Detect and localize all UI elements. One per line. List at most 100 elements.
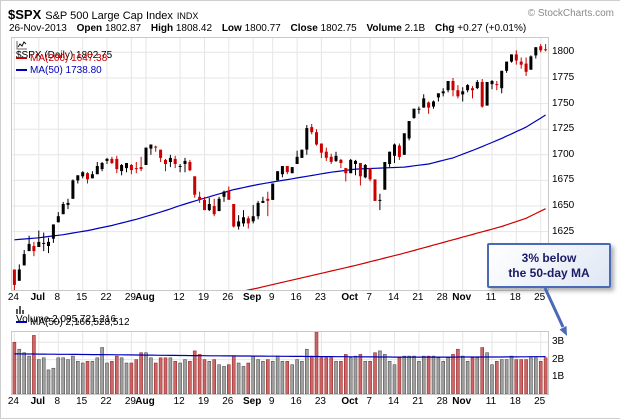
x-axis-label: Aug bbox=[135, 292, 155, 303]
volume-y-axis-label: 1B bbox=[552, 370, 565, 382]
quote-close: Close 1802.75 bbox=[291, 23, 357, 34]
x-axis-label: 28 bbox=[436, 292, 448, 303]
quote-chg: Chg +0.27 (+0.01%) bbox=[435, 23, 526, 34]
x-axis-label: 7 bbox=[366, 292, 372, 303]
quote-label: Low bbox=[221, 23, 242, 34]
quote-label: Close bbox=[290, 23, 318, 34]
volume-bars-icon bbox=[16, 306, 24, 314]
annotation-line1: 3% below bbox=[521, 250, 577, 265]
copyright: © StockCharts.com bbox=[527, 8, 614, 19]
x-axis-label: 14 bbox=[387, 396, 400, 407]
price-y-axis-label: 1625 bbox=[552, 225, 575, 237]
volume-y-axis-label: 3B bbox=[552, 336, 565, 348]
annotation-line2: the 50-day MA bbox=[508, 265, 590, 280]
volume-y-axis-label: 2B bbox=[552, 353, 565, 365]
quote-value: 1802.87 bbox=[104, 23, 142, 34]
x-axis-label: 16 bbox=[290, 292, 302, 303]
quote-high: High 1808.42 bbox=[151, 23, 212, 34]
x-axis-label: 14 bbox=[387, 292, 400, 303]
volume-legend: Volume 2,095,721,216 bbox=[16, 305, 116, 325]
chart-header: $SPX S&P 500 Large Cap Index INDX bbox=[8, 6, 198, 24]
annotation-arrow bbox=[543, 287, 567, 336]
x-axis-label: 19 bbox=[197, 396, 210, 407]
x-axis-label: 7 bbox=[366, 396, 372, 407]
ma200-swatch-icon bbox=[16, 57, 27, 59]
x-axis-label: 29 bbox=[124, 396, 136, 407]
annotation-callout: 3% below the 50-day MA bbox=[487, 243, 611, 288]
x-axis-label: 25 bbox=[534, 396, 546, 407]
x-axis-label: 23 bbox=[314, 292, 326, 303]
volume-x-axis: 24 Jul 8 15 22 29 Aug 12 19 26 Sep 9 16 23 Oct 7 14 21 28 N… bbox=[8, 396, 547, 408]
x-axis-label: 16 bbox=[290, 396, 302, 407]
x-axis-label: 24 bbox=[7, 396, 19, 407]
ma200-line bbox=[245, 208, 546, 290]
price-x-axis: 24 Jul 8 15 22 29 Aug 12 19 26 Sep 9 16 23 Oct 7 14 21 28 N… bbox=[8, 292, 547, 304]
x-axis-label: 11 bbox=[485, 396, 497, 407]
volume-pane bbox=[11, 331, 549, 395]
ma50-legend-label: MA(50) 1738.80 bbox=[30, 65, 102, 76]
ma200-legend-label: MA(200) 1647.38 bbox=[30, 53, 108, 64]
quote-date: 26-Nov-2013 bbox=[9, 23, 67, 34]
x-axis-label: 18 bbox=[509, 396, 521, 407]
volume-ma-legend-label: MA(50) 2,166,528,512 bbox=[30, 317, 130, 328]
x-axis-label: 11 bbox=[485, 292, 497, 303]
volume-ma-swatch-icon bbox=[16, 321, 27, 323]
quote-value: +0.27 (+0.01%) bbox=[457, 23, 527, 34]
volume-ma50-line bbox=[14, 353, 546, 358]
symbol: $SPX bbox=[8, 7, 42, 22]
volume-legend-label: Volume 2,095,721,216 bbox=[16, 314, 117, 325]
x-axis-label: 21 bbox=[412, 396, 424, 407]
x-axis-label: Oct bbox=[341, 396, 359, 407]
ma50-line bbox=[14, 114, 546, 241]
price-legend: $SPX (Daily) 1802.75 bbox=[16, 41, 112, 61]
price-y-axis-label: 1750 bbox=[552, 97, 575, 109]
ma50-swatch-icon bbox=[16, 69, 27, 71]
x-axis-label: 28 bbox=[436, 396, 448, 407]
quote-value: 1800.77 bbox=[244, 23, 281, 34]
x-axis-label: 26 bbox=[222, 396, 234, 407]
x-axis-label: 26 bbox=[222, 292, 234, 303]
price-legend-label: $SPX (Daily) 1802.75 bbox=[16, 50, 113, 61]
quote-label: High bbox=[150, 23, 174, 34]
x-axis-label: 24 bbox=[7, 292, 19, 303]
x-axis-label: 25 bbox=[534, 292, 546, 303]
quote-label: Volume bbox=[366, 23, 402, 34]
x-axis-label: Nov bbox=[452, 292, 472, 303]
quote-volume: Volume 2.1B bbox=[366, 23, 425, 34]
x-axis-label: 23 bbox=[314, 396, 326, 407]
chart-icon bbox=[16, 41, 27, 50]
x-axis-label: Jul bbox=[30, 396, 46, 407]
price-y-axis-label: 1650 bbox=[552, 200, 575, 211]
x-axis-label: 22 bbox=[100, 292, 112, 303]
volume-ma-legend: MA(50) 2,166,528,512 bbox=[16, 317, 130, 328]
x-axis-label: 12 bbox=[173, 292, 185, 303]
price-y-axis-label: 1725 bbox=[552, 123, 575, 135]
x-axis-label: Aug bbox=[135, 396, 155, 407]
price-chart-canvas bbox=[12, 38, 548, 290]
quote-value: 2.1B bbox=[404, 23, 426, 34]
x-axis-label: 12 bbox=[173, 396, 185, 407]
quote-value: 1808.42 bbox=[175, 23, 213, 34]
x-axis-label: Sep bbox=[243, 292, 262, 303]
x-axis-label: 9 bbox=[268, 292, 275, 303]
x-axis-label: 9 bbox=[268, 396, 275, 407]
ma50-legend: MA(50) 1738.80 bbox=[16, 65, 102, 76]
x-axis-label: 21 bbox=[412, 292, 424, 303]
x-axis-label: 29 bbox=[124, 292, 136, 303]
price-y-axis-label: 1800 bbox=[552, 46, 575, 58]
quote-open: Open 1802.87 bbox=[77, 23, 142, 34]
quote-label: Open bbox=[76, 23, 103, 34]
x-axis-label: Sep bbox=[243, 396, 262, 407]
index-name: S&P 500 Large Cap Index bbox=[45, 10, 173, 22]
x-axis-label: Oct bbox=[341, 292, 359, 303]
x-axis-label: 15 bbox=[76, 396, 88, 407]
price-pane bbox=[11, 37, 549, 291]
quote-low: Low 1800.77 bbox=[222, 23, 281, 34]
quote-label: Chg bbox=[435, 23, 455, 34]
x-axis-label: 8 bbox=[54, 396, 61, 407]
price-y-axis-label: 1775 bbox=[552, 71, 575, 83]
quote-value: 1802.75 bbox=[320, 23, 357, 34]
price-y-axis-label: 1700 bbox=[552, 148, 575, 160]
volume-bars bbox=[12, 332, 548, 394]
